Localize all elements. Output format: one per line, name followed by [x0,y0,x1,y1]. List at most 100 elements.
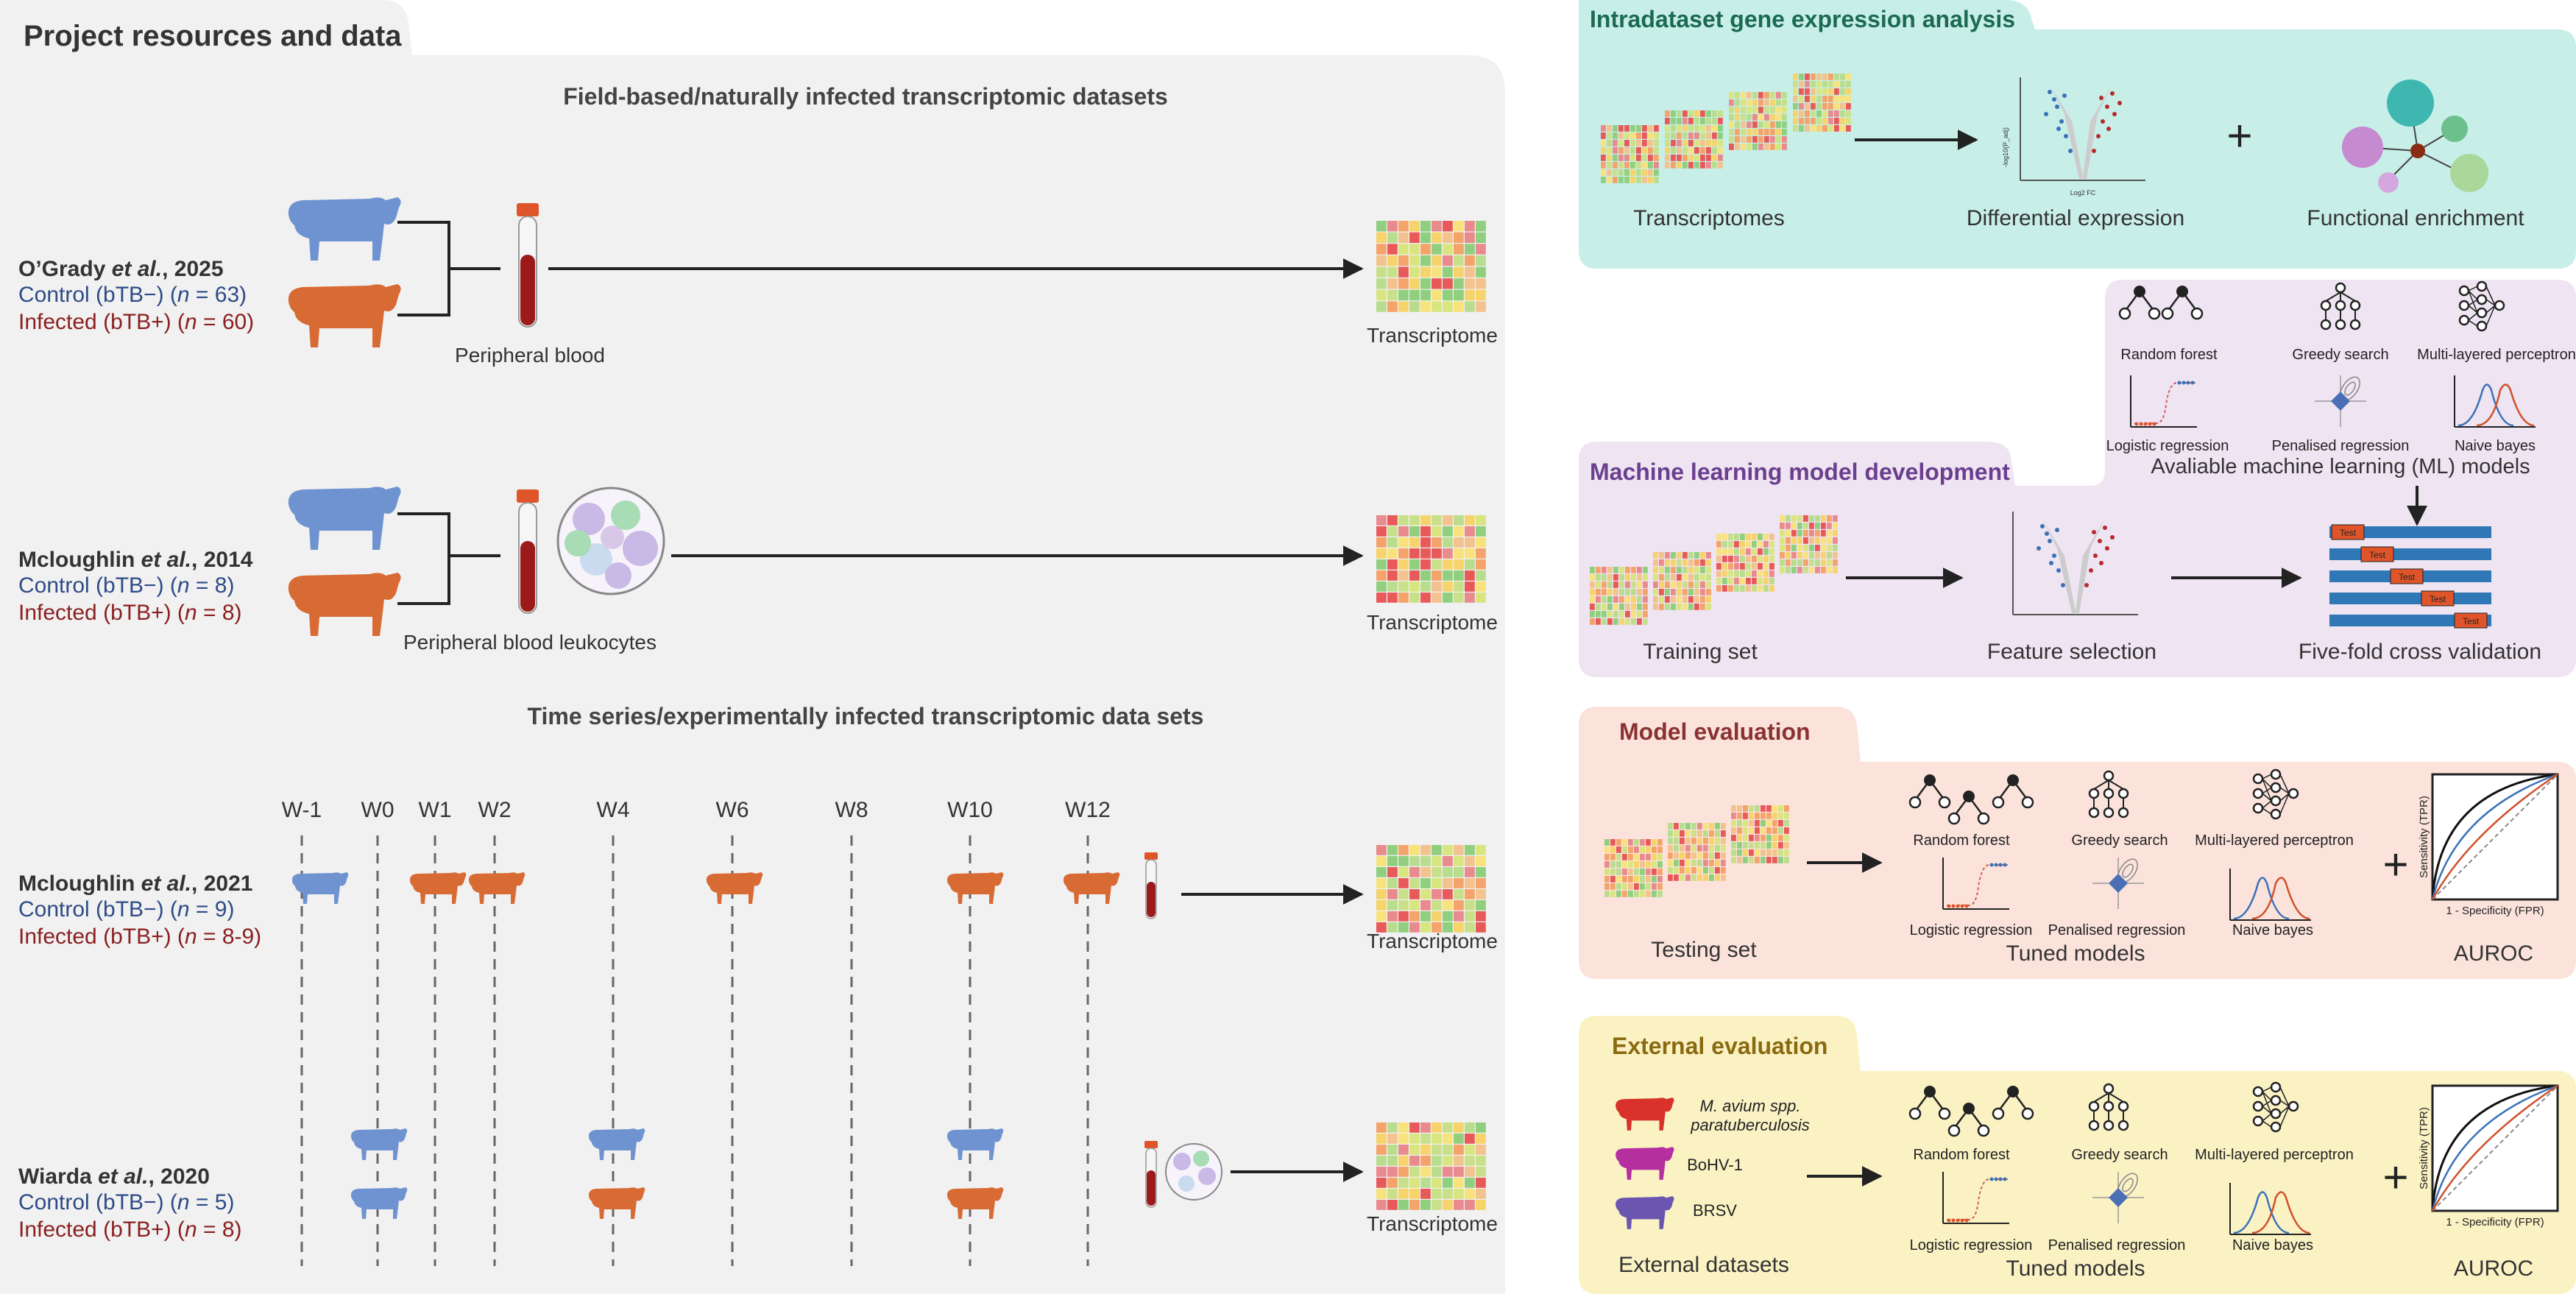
cv-test-tag-label: Test [2463,616,2480,626]
infected-count: Infected (bTB+) (n = 8) [18,601,242,625]
model-logistic-regression: Logistic regression [1910,1237,2033,1254]
control-count: Control (bTB−) (n = 5) [18,1190,234,1215]
model-greedy-search: Greedy search [2292,347,2388,363]
cv-test-tag [2421,590,2455,607]
model-logistic-regression: Logistic regression [2106,438,2229,454]
week-label: W1 [419,798,452,822]
functional-enrichment-label: Functional enrichment [2307,206,2524,230]
leukocyte-circle-icon [556,487,665,595]
output-label: Transcriptome [1367,930,1498,952]
transcriptome-heatmap [1376,1122,1486,1210]
intra-panel-bg [1579,0,2576,269]
testing-set-stack [1604,805,1789,897]
blood-tube-icon [1144,852,1158,919]
blood-tube-icon [516,202,539,328]
week-label: W8 [835,798,868,822]
study-mcloughlin-2021: Mcloughlin et al., 2021 Control (bTB−) (… [18,845,1498,952]
plus-sign: + [2382,1153,2408,1202]
dataset-map-line2: paratuberculosis [1690,1116,1809,1134]
field-heading: Field-based/naturally infected transcrip… [563,83,1168,110]
model-logistic-regression: Logistic regression [1910,922,2033,938]
model-naive-bayes: Naive bayes [2232,1237,2313,1254]
week-axis: W-1 W0 W1 W2 W4 W6 W8 W10 W12 [282,798,1111,1266]
week-label: W0 [361,798,394,822]
cv-test-tag [2331,524,2365,540]
sample-label: Peripheral blood [455,344,605,367]
infected-count: Infected (bTB+) (n = 8-9) [18,924,261,949]
eval-panel-bg [1579,707,2576,979]
external-datasets-label: External datasets [1618,1253,1789,1277]
output-label: Transcriptome [1367,611,1498,634]
model-greedy-search: Greedy search [2071,832,2168,849]
cv-test-tag-label: Test [2340,528,2357,538]
control-count: Control (bTB−) (n = 8) [18,573,234,598]
infected-count: Infected (bTB+) (n = 60) [18,310,254,334]
transcriptome-heatmap [1376,515,1486,603]
auroc-label: AUROC [2454,1256,2533,1281]
ext-title: External evaluation [1612,1033,1827,1059]
dataset-bohv: BoHV-1 [1687,1156,1743,1174]
model-random-forest: Random forest [1913,832,2010,849]
auroc-label: AUROC [2454,941,2533,966]
model-random-forest: Random forest [2120,347,2218,363]
output-label: Transcriptome [1367,324,1498,347]
transcriptomes-label: Transcriptomes [1633,206,1785,230]
cv-test-tag-label: Test [2369,550,2386,560]
study-ogrady-2025: O’Grady et al., 2025 Control (bTB−) (n =… [18,197,1498,367]
roc-curve-icon [2431,773,2559,901]
week-label: W6 [716,798,749,822]
eval-title: Model evaluation [1619,718,1811,745]
infected-count: Infected (bTB+) (n = 8) [18,1217,242,1242]
model-mlp: Multi-layered perceptron [2417,347,2576,363]
training-set-label: Training set [1643,640,1758,664]
ml-panel-bg [1579,280,2576,677]
cv-test-tag-label: Test [2399,572,2416,582]
ext-panel-bg [1579,1016,2576,1294]
volcano-y-label: -log10(P_adj) [2002,127,2009,167]
model-penalised-regression: Penalised regression [2048,922,2186,938]
differential-expression-label: Differential expression [1967,206,2184,230]
cv-fold-bar [2329,593,2491,604]
cv-test-tag-label: Test [2430,594,2446,604]
plus-sign: + [2226,111,2252,160]
model-penalised-regression: Penalised regression [2048,1237,2186,1254]
cv-test-tag [2360,546,2394,562]
transcriptome-heatmap [1376,221,1486,312]
roc-x-label: 1 - Specificity (FPR) [2446,1216,2544,1228]
cv-test-tag [2454,612,2488,629]
study-citation: O’Grady et al., 2025 [18,257,224,281]
study-citation: Mcloughlin et al., 2014 [18,548,253,572]
study-wiarda-2020: Wiarda et al., 2020 Control (bTB−) (n = … [18,1122,1498,1242]
study-citation: Wiarda et al., 2020 [18,1164,210,1189]
intra-title: Intradataset gene expression analysis [1590,6,2015,32]
roc-curve-icon [2431,1084,2559,1212]
enrichment-network-icon [2342,79,2488,193]
cross-validation-icon: Test Test Test Test Test [2329,524,2491,629]
ml-title: Machine learning model development [1590,459,2010,485]
model-greedy-search: Greedy search [2071,1147,2168,1163]
model-naive-bayes: Naive bayes [2232,922,2313,938]
left-panel-title: Project resources and data [24,20,402,52]
roc-x-label: 1 - Specificity (FPR) [2446,905,2544,917]
plus-sign: + [2382,840,2408,889]
transcriptome-stack [1601,74,1851,183]
week-label: W4 [597,798,630,822]
cv-fold-bar [2329,526,2491,538]
cross-validation-label: Five-fold cross validation [2299,640,2541,664]
week-label: W10 [947,798,993,822]
left-panel-bg [0,0,1505,1294]
control-count: Control (bTB−) (n = 63) [18,283,247,307]
leukocyte-circle-icon [1165,1143,1222,1201]
roc-y-label: Sensitivity (TPR) [2418,796,2430,878]
cv-test-tag [2390,568,2424,584]
time-heading: Time series/experimentally infected tran… [528,703,1204,729]
control-count: Control (bTB−) (n = 9) [18,897,234,922]
model-naive-bayes: Naive bayes [2455,438,2536,454]
sample-label: Peripheral blood leukocytes [403,631,657,654]
study-mcloughlin-2014: Mcloughlin et al., 2014 Control (bTB−) (… [18,487,1498,654]
training-set-stack [1590,515,1838,625]
roc-y-label: Sensitivity (TPR) [2418,1107,2430,1189]
model-penalised-regression: Penalised regression [2272,438,2410,454]
output-label: Transcriptome [1367,1212,1498,1235]
